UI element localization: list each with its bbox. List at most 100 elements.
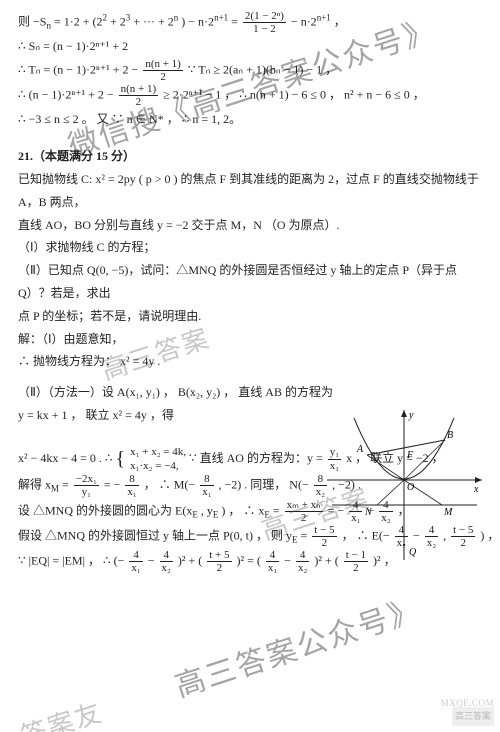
denominator: x₂	[160, 562, 173, 574]
fraction: 8 x₁	[125, 473, 138, 498]
numerator: 4	[129, 549, 142, 562]
t: + 2	[110, 14, 126, 28]
label-y: y	[408, 410, 414, 421]
parabola-svg: y x O A B F N M Q	[327, 410, 482, 560]
q21-text-4: （Ⅱ）已知点 Q(0, −5)，试问：△MNQ 的外接圆是否恒经过 y 轴上的定…	[18, 259, 482, 305]
fraction: 4 x₂	[160, 549, 173, 574]
t: = −	[104, 478, 124, 492]
t: ∵ Tₙ ≥ 2(aₙ + 1)(bₙ − 1) − 1 ，	[188, 62, 337, 76]
cases: x₁ + x₂ = 4k, x₁·x₂ = −4,	[130, 445, 186, 474]
fraction: 4 x₁	[129, 549, 142, 574]
q21-solution-b: ∴ 抛物线方程为： x² = 4y .	[18, 350, 482, 373]
math-line-2: ∴ Sₙ = (n − 1)·2ⁿ⁺¹ + 2	[18, 35, 482, 58]
t: ∵ |EQ| = |EM| ， ∴ (−	[18, 553, 127, 567]
label-f: F	[406, 450, 414, 461]
question-21-title: 21.（本题满分 15 分）	[18, 145, 482, 168]
numerator: n(n + 1)	[119, 83, 159, 96]
label-o: O	[407, 482, 414, 493]
t: − n·2	[291, 14, 317, 28]
fraction: 4 x₂	[296, 549, 309, 574]
denominator: 2	[119, 96, 159, 108]
denominator: x₁	[125, 486, 138, 498]
math-line-5: ∴ −3 ≤ n ≤ 2 。 又 ∵ n ∈ N* ， ∴ n = 1, 2。	[18, 108, 482, 131]
t: + ··· + 2	[133, 14, 174, 28]
watermark-5: 答案友	[14, 688, 109, 732]
t: ) ，	[480, 528, 499, 542]
q21-text-3: （Ⅰ）求抛物线 C 的方程；	[18, 236, 482, 259]
label-b: B	[447, 430, 453, 441]
numerator: 4	[160, 549, 173, 562]
q21-text-1: 已知抛物线 C: x² = 2py ( p > 0 ) 的焦点 F 到其准线的距…	[18, 168, 482, 214]
watermark-4: 高三答案公众号》	[167, 582, 428, 715]
point-q	[403, 544, 405, 546]
t: M	[51, 484, 59, 494]
t: 3	[126, 12, 131, 22]
numerator: 8	[200, 473, 213, 486]
denominator: 2	[344, 562, 368, 574]
denominator: 2	[207, 562, 231, 574]
numerator: −2x₁	[74, 473, 99, 486]
y-arrow-icon	[401, 410, 407, 417]
t: ∴ (n − 1)·2ⁿ⁺¹ + 2 −	[18, 88, 117, 102]
fraction: n(n + 1) 2	[143, 58, 183, 83]
t: E	[264, 509, 270, 519]
t: E	[292, 534, 298, 544]
label-m: N	[364, 507, 373, 518]
line-oa	[367, 455, 404, 480]
denominator: x₁	[200, 486, 213, 498]
t: =	[273, 503, 283, 517]
math-line-4: ∴ (n − 1)·2ⁿ⁺¹ + 2 − n(n + 1) 2 ≥ 2·2ⁿ⁺¹…	[18, 83, 482, 108]
t: x² − 4kx − 4 = 0 . ∴	[18, 451, 116, 465]
x-arrow-icon	[475, 477, 482, 483]
page: 微信搜《高三答案公众号》 高三答案 高三答案 高三答案公众号》 答案友 则 −S…	[0, 0, 500, 732]
fraction: 2(1 − 2ⁿ) 1 − 2	[243, 10, 286, 35]
t: n+1	[214, 12, 228, 22]
label-n: M	[443, 507, 453, 518]
denominator: x₂	[296, 562, 309, 574]
chord-ab	[367, 440, 445, 455]
numerator: n(n + 1)	[143, 58, 183, 71]
denominator: x₁	[129, 562, 142, 574]
numerator: xₘ + xₙ	[285, 499, 323, 512]
denominator: 2	[285, 512, 323, 524]
math-line-3: ∴ Tₙ = (n − 1)·2ⁿ⁺¹ + 2 − n(n + 1) 2 ∵ T…	[18, 58, 482, 83]
t: −	[284, 553, 294, 567]
denominator: 2	[143, 71, 183, 83]
t: 2	[102, 12, 107, 22]
t: 解得 x	[18, 478, 51, 492]
numerator: 4	[266, 549, 279, 562]
denominator: 1 − 2	[243, 23, 286, 35]
t: =	[301, 528, 311, 542]
fraction: 8 x₂	[314, 473, 327, 498]
t: n	[46, 21, 51, 31]
label-x: x	[473, 484, 479, 495]
t: n+1	[317, 12, 331, 22]
q21-text-5: 点 P 的坐标；若不是，请说明理由.	[18, 305, 482, 328]
fraction: 8 x₁	[200, 473, 213, 498]
label-a: A	[356, 444, 364, 455]
t: )² + (	[178, 553, 202, 567]
denominator: x₂	[314, 486, 327, 498]
numerator: 2(1 − 2ⁿ)	[243, 10, 286, 23]
t: ) ， ∴ x	[221, 503, 264, 517]
t: ∴ Tₙ = (n − 1)·2ⁿ⁺¹ + 2 −	[18, 62, 141, 76]
fraction: t + 5 2	[207, 549, 231, 574]
math-line-1: 则 −Sn = 1·2 + (22 + 23 + ··· + 2n ) − n·…	[18, 10, 482, 35]
fraction: −2x₁ y₁	[74, 473, 99, 498]
fraction: n(n + 1) 2	[119, 83, 159, 108]
footer-badge: 高三答案	[452, 707, 494, 726]
denominator: x₁	[266, 562, 279, 574]
t: = 1·2 + (2	[54, 14, 103, 28]
case-2: x₁·x₂ = −4,	[130, 459, 186, 473]
denominator: y₁	[74, 486, 99, 498]
numerator: 8	[125, 473, 138, 486]
t: , y	[201, 503, 213, 517]
fraction: xₘ + xₙ 2	[285, 499, 323, 524]
t: , −2) . 同理， N(−	[219, 478, 312, 492]
numerator: 8	[314, 473, 327, 486]
t: ∵ 直线 AO 的方程为：y =	[189, 451, 326, 465]
fraction: 4 x₁	[266, 549, 279, 574]
spacer	[18, 373, 482, 381]
t: ， ∴ M(−	[144, 478, 198, 492]
t: ) − n·2	[181, 14, 214, 28]
